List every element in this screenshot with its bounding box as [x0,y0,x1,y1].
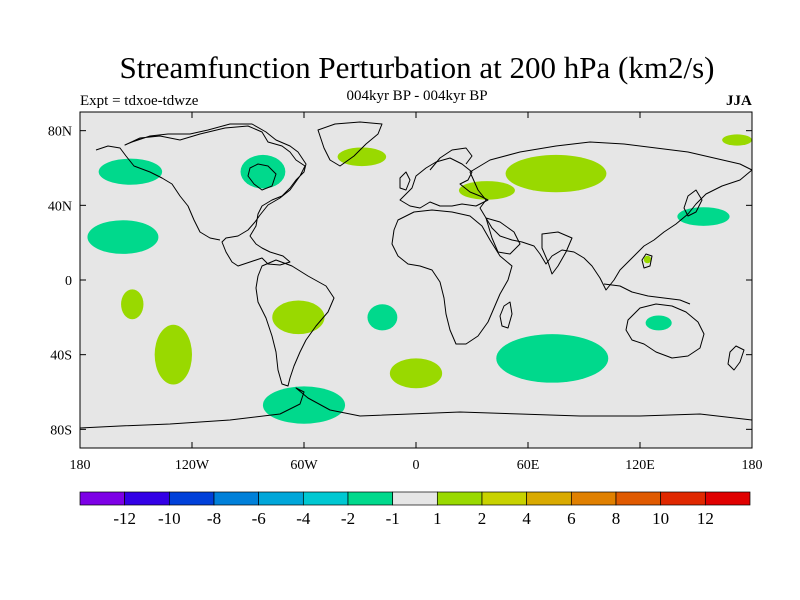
x-tick-label: 0 [413,458,420,473]
anomaly-south-atlantic-positive [389,358,443,389]
anomaly-north-pacific-east-negative [87,220,159,254]
y-tick-label: 0 [65,274,72,289]
colorbar-swatch [481,491,528,506]
colorbar-label: -8 [207,509,221,528]
colorbar-swatch [124,491,170,506]
colorbar-label: -4 [296,509,311,528]
coastline-europe [399,157,489,209]
coastline-north-america [124,123,307,267]
coastline-philippines [641,253,653,269]
anomaly-southern-ocean-negative [262,386,346,424]
x-tick-label: 120E [625,458,655,473]
x-tick-label: 180 [742,458,763,473]
coastline-antarctica [79,387,753,429]
coastline-asia [469,141,753,291]
colorbar-label: 1 [433,509,442,528]
colorbar-label: -2 [341,509,355,528]
coastline-indonesia [603,283,691,305]
colorbar-label: 4 [522,509,531,528]
anomaly-australia-negative [645,315,672,331]
coastline-india [541,231,573,275]
anomaly-eurasia-positive [505,154,607,193]
experiment-label: Expt = tdxoe-tdwze [80,93,199,109]
colorbar-label: -12 [113,509,136,528]
colorbar-swatch [615,491,662,506]
coastline-japan [683,189,703,217]
colorbar-swatch [526,491,572,506]
coastline-africa [391,209,513,345]
anomaly-south-atlantic-negative [367,304,398,331]
y-tick-label: 80S [50,423,72,438]
colorbar-swatch [258,491,304,506]
colorbar-swatch [704,491,751,506]
colorbar-swatch [392,491,438,506]
colorbar-label: 6 [567,509,576,528]
plot-title: Streamfunction Perturbation at 200 hPa (… [119,50,715,85]
coastline-new-zealand [727,345,745,371]
colorbar-swatch [213,491,260,506]
colorbar-label: 12 [697,509,714,528]
x-tick-label: 120W [175,458,210,473]
coastline-scandinavia [429,147,473,171]
colorbar-swatch [436,491,483,506]
anomaly-south-pacific-positive [121,289,144,320]
anomaly-west-asia-positive [458,181,515,200]
plot-subtitle: 004kyr BP - 004kyr BP [346,88,488,104]
coastline-alaska [95,145,221,241]
anomaly-south-america-positive [272,300,325,335]
anomaly-north-pacific-negative [98,158,163,185]
colorbar-swatch [347,491,394,506]
coastline-south-america [255,259,335,387]
colorbar-label: 10 [652,509,669,528]
coastline-australia [625,303,705,359]
colorbar-label: 8 [612,509,621,528]
y-tick-label: 80N [48,125,72,140]
y-tick-label: 40S [50,349,72,364]
colorbar-swatch [302,491,349,506]
anomaly-indian-ocean-negative [496,334,609,383]
y-tick-label: 40N [48,199,72,214]
coastline-greenland [317,121,383,167]
anomaly-dateline-arctic-positive [722,134,752,146]
coastline-layer [79,121,753,429]
x-tick-label: 60E [517,458,540,473]
x-tick-label: 180 [70,458,91,473]
anomaly-layer [87,134,752,424]
anomaly-west-pacific-negative [677,207,730,226]
colorbar-swatch [79,491,126,506]
coastline-uk [399,171,411,191]
coastline-hudson-bay [247,163,277,191]
colorbar-swatch [168,491,215,506]
colorbar-label: -1 [386,509,400,528]
anomaly-philippines-positive [643,255,652,264]
anomaly-south-pacific-mid-positive [154,324,192,385]
colorbar-label: 2 [478,509,487,528]
colorbar-label: -6 [252,509,266,528]
colorbar-swatch [660,491,706,506]
x-tick-label: 60W [290,458,318,473]
map-background [80,112,752,448]
anomaly-hudson-bay-negative [240,154,286,189]
coastline-madagascar [499,301,513,329]
colorbar: -12 -10 -8 -6 -4 -2 -1 1 2 4 6 8 10 12 [79,491,751,528]
colorbar-label: -10 [158,509,181,528]
anomaly-greenland-positive [337,147,387,167]
colorbar-swatch [570,491,617,506]
season-label: JJA [726,93,752,109]
axis-layer: 180 120W 60W 0 60E 120E 180 80N 40N 0 40S 80S [48,112,763,473]
coastline-arabia [485,217,521,255]
